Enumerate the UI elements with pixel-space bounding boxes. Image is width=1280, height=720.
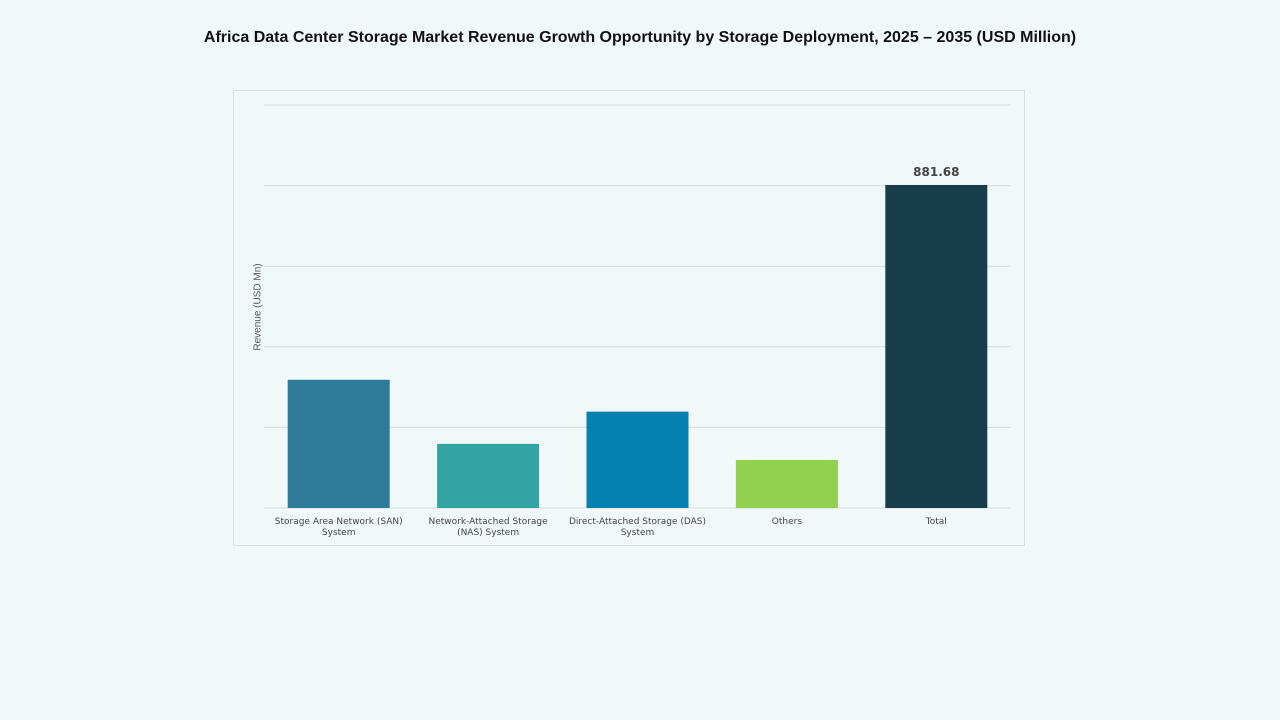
bar <box>586 411 689 508</box>
chart-title: Africa Data Center Storage Market Revenu… <box>203 29 1077 46</box>
x-tick-label: Total <box>925 517 947 527</box>
x-tick-label: System <box>322 528 356 538</box>
x-tick-label: Others <box>772 517 803 527</box>
x-tick-label: Storage Area Network (SAN) <box>275 517 403 527</box>
bar <box>735 460 838 508</box>
bar <box>437 443 540 508</box>
x-tick-label: Direct-Attached Storage (DAS) <box>569 517 706 527</box>
bar <box>885 184 988 509</box>
x-tick-label: System <box>621 528 655 538</box>
x-tick-label: Network-Attached Storage <box>429 517 549 527</box>
bar <box>287 379 390 508</box>
chart-frame <box>233 90 1025 546</box>
data-label: 881.68 <box>913 165 959 179</box>
x-tick-label: (NAS) System <box>457 528 519 538</box>
